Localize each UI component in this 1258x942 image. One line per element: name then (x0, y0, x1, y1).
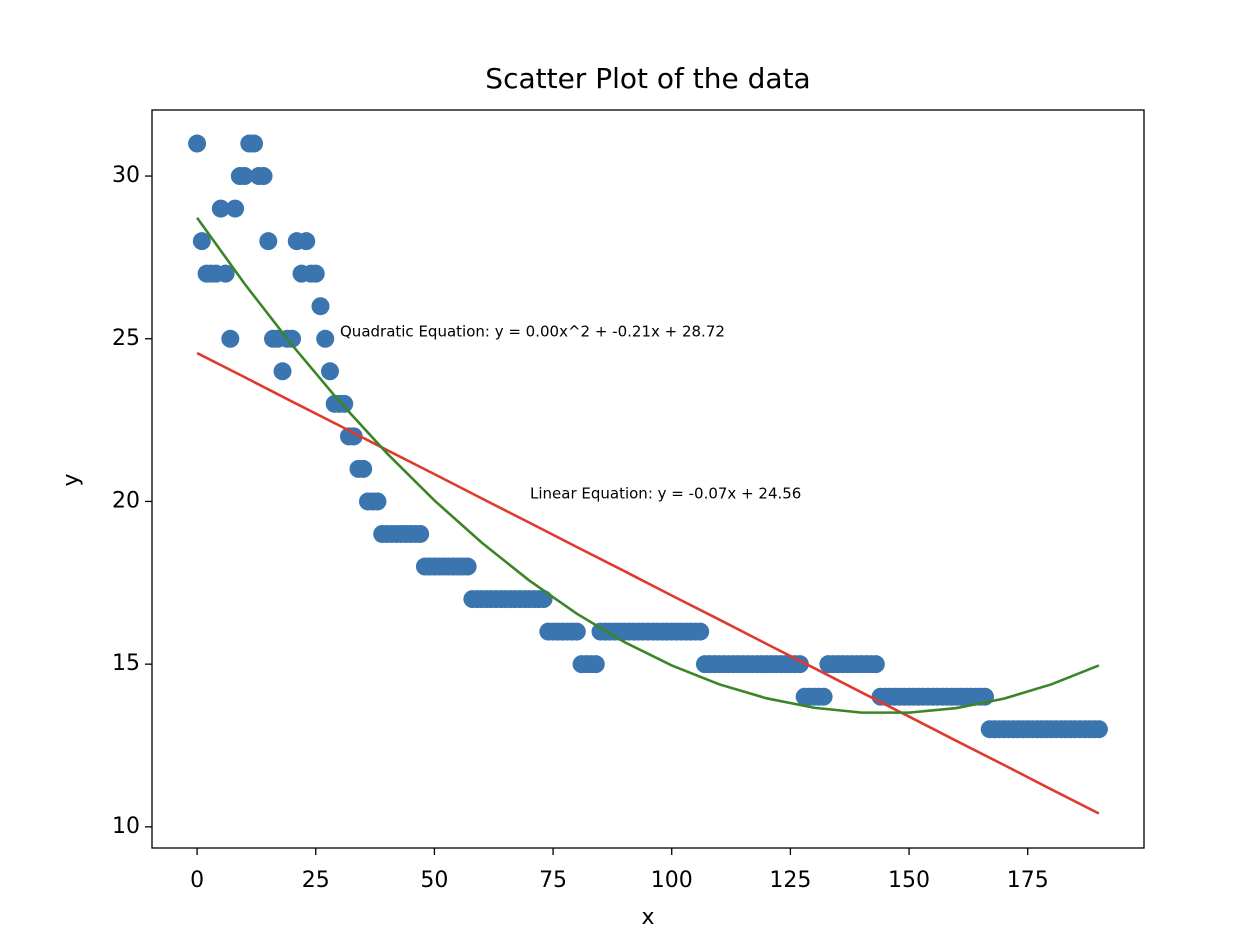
scatter-point (188, 134, 207, 153)
x-tick-label: 0 (190, 868, 204, 893)
scatter-point (311, 297, 330, 316)
scatter-point (586, 655, 605, 674)
scatter-point (316, 329, 335, 348)
scatter-point (354, 459, 373, 478)
scatter-point (691, 622, 710, 641)
scatter-point (273, 362, 292, 381)
scatter-point (458, 557, 477, 576)
x-tick-label: 25 (302, 868, 330, 893)
scatter-point (335, 394, 354, 413)
x-tick-label: 50 (420, 868, 448, 893)
scatter-point (411, 524, 430, 543)
y-tick-label: 30 (112, 163, 140, 188)
scatter-point (283, 329, 302, 348)
scatter-point (211, 199, 230, 218)
annotation: Quadratic Equation: y = 0.00x^2 + -0.21x… (340, 323, 725, 341)
scatter-point (235, 167, 254, 186)
scatter-point (306, 264, 325, 283)
y-tick-label: 15 (112, 651, 140, 676)
scatter-point (216, 264, 235, 283)
x-tick-label: 125 (769, 868, 811, 893)
x-tick-label: 75 (539, 868, 567, 893)
scatter-point (534, 590, 553, 609)
y-tick-label: 25 (112, 326, 140, 351)
scatter-point (567, 622, 586, 641)
scatter-point (320, 362, 339, 381)
plot-area (188, 134, 1108, 815)
y-tick-label: 20 (112, 488, 140, 513)
scatter-point (226, 199, 245, 218)
x-axis-label: x (641, 905, 654, 930)
scatter-point (814, 687, 833, 706)
y-tick-label: 10 (112, 814, 140, 839)
plot-frame (151, 109, 1145, 849)
fit-line (196, 351, 1100, 815)
scatter-point (221, 329, 240, 348)
x-tick-label: 150 (888, 868, 930, 893)
scatter-point (254, 167, 273, 186)
annotation: Linear Equation: y = -0.07x + 24.56 (530, 485, 801, 503)
y-axis-label: y (59, 473, 84, 486)
scatter-point (259, 232, 278, 251)
x-tick-label: 100 (651, 868, 693, 893)
scatter-point (1089, 720, 1108, 739)
scatter-point (245, 134, 264, 153)
scatter-point (297, 232, 316, 251)
chart-title: Scatter Plot of the data (485, 62, 810, 95)
scatter-point (368, 492, 387, 511)
fit-line (196, 216, 1100, 714)
scatter-point (192, 232, 211, 251)
scatter-point (866, 655, 885, 674)
x-tick-label: 175 (1007, 868, 1049, 893)
